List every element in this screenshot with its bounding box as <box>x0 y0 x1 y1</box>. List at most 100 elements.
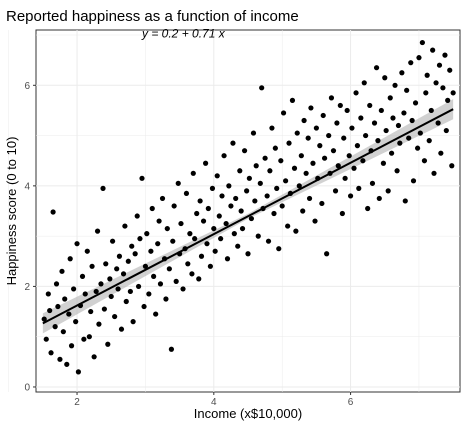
data-point <box>148 248 154 254</box>
data-point <box>278 158 284 164</box>
data-point <box>349 125 355 131</box>
data-point <box>88 308 94 315</box>
data-point <box>246 175 252 181</box>
data-point <box>369 180 376 186</box>
data-point <box>50 209 56 215</box>
data-point <box>280 110 287 116</box>
data-point <box>192 236 198 242</box>
plot-panel <box>35 29 461 393</box>
data-point <box>298 153 304 159</box>
data-point <box>108 293 114 300</box>
data-point <box>262 155 268 161</box>
data-point <box>324 251 330 257</box>
data-point <box>53 281 60 287</box>
data-point <box>305 135 311 141</box>
data-point <box>98 281 104 287</box>
data-point <box>408 60 414 66</box>
data-point <box>283 178 289 184</box>
data-point <box>164 225 170 232</box>
data-point <box>226 183 232 189</box>
data-point <box>218 236 224 242</box>
data-point <box>190 170 196 176</box>
data-point <box>360 158 366 164</box>
data-point <box>424 72 430 78</box>
data-point <box>271 210 277 217</box>
data-point <box>144 231 150 237</box>
data-point <box>178 220 184 227</box>
data-point <box>211 225 217 232</box>
data-point <box>255 233 261 239</box>
data-point <box>319 200 325 207</box>
data-point <box>244 188 250 194</box>
data-point <box>146 291 152 297</box>
data-point <box>175 180 181 186</box>
data-point <box>337 102 343 109</box>
data-point <box>137 236 143 242</box>
data-point <box>363 132 369 139</box>
data-point <box>285 223 291 229</box>
data-point <box>103 261 109 267</box>
data-point <box>257 180 263 186</box>
data-point <box>252 198 258 204</box>
data-point <box>93 288 99 295</box>
data-point <box>81 336 87 342</box>
data-point <box>250 130 257 136</box>
data-point <box>73 319 79 325</box>
data-point <box>334 120 340 126</box>
data-point <box>259 85 265 91</box>
x-tick-label: 2 <box>74 397 80 408</box>
data-point <box>376 195 382 202</box>
fit-line <box>42 108 454 325</box>
data-point <box>431 170 437 176</box>
data-point <box>233 195 239 202</box>
data-point <box>67 256 73 262</box>
data-point <box>378 107 384 114</box>
data-point <box>122 223 128 229</box>
data-point <box>43 336 49 342</box>
data-point <box>115 286 121 292</box>
data-point <box>347 193 354 199</box>
x-tick-label: 6 <box>348 397 354 408</box>
data-point <box>312 218 318 224</box>
data-point <box>105 341 111 347</box>
data-point <box>151 273 157 279</box>
data-point <box>239 225 246 232</box>
data-point <box>248 215 255 222</box>
y-tick-label: 0 <box>24 382 30 393</box>
data-point <box>118 326 125 332</box>
data-point <box>313 125 319 131</box>
regression-equation: y = 0.2 + 0.71 x <box>141 27 226 41</box>
data-point <box>197 198 203 204</box>
data-point <box>430 47 436 53</box>
data-point <box>264 193 270 199</box>
data-point <box>241 148 248 154</box>
data-point <box>171 203 177 209</box>
data-point <box>317 143 323 149</box>
x-tick-label: 4 <box>211 397 217 408</box>
data-point <box>159 195 166 202</box>
data-point <box>395 122 402 129</box>
data-point <box>438 150 444 156</box>
data-point <box>96 321 102 327</box>
data-point <box>416 55 422 61</box>
data-point <box>60 329 66 335</box>
data-point <box>194 210 200 217</box>
x-axis-ticks: 2 4 6 <box>74 392 354 408</box>
data-point <box>212 248 218 254</box>
chart-title: Reported happiness as a function of inco… <box>6 8 299 25</box>
data-point <box>224 256 231 262</box>
data-point <box>265 238 272 244</box>
data-point <box>139 175 145 181</box>
data-point <box>123 298 129 305</box>
data-point <box>91 354 97 360</box>
data-point <box>142 263 149 269</box>
data-point <box>183 190 190 197</box>
data-point <box>401 110 407 116</box>
y-tick-label: 6 <box>24 81 30 92</box>
data-point <box>390 115 396 121</box>
data-point <box>207 263 213 269</box>
data-point <box>272 145 278 151</box>
data-point <box>89 263 95 269</box>
regression-line <box>42 108 454 325</box>
